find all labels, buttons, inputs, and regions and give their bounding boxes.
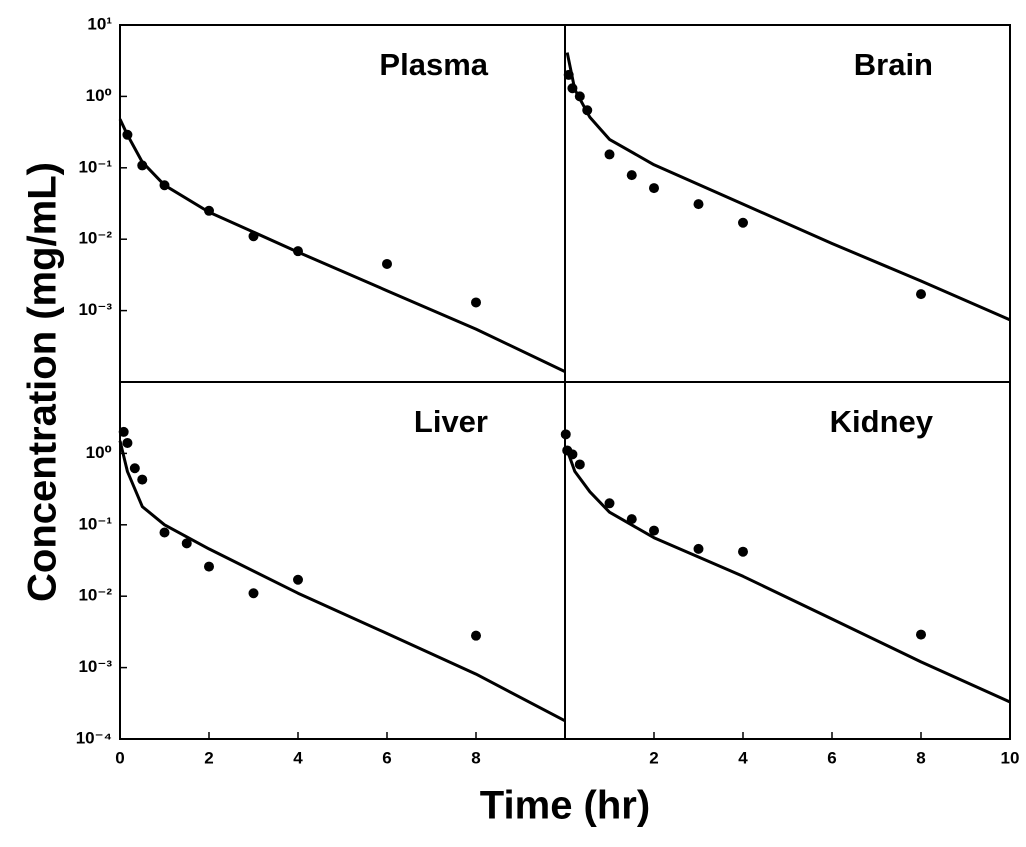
- data-point: [567, 83, 578, 94]
- x-axis-label: Time (hr): [480, 784, 650, 828]
- fit-line: [564, 445, 1011, 704]
- panel-title: Brain: [854, 47, 933, 82]
- x-tick-label: 2: [204, 748, 213, 767]
- data-point: [574, 459, 585, 470]
- y-tick-label: 10⁻¹: [78, 514, 112, 533]
- data-point: [204, 205, 214, 216]
- data-point: [293, 246, 303, 257]
- y-axis-label: Concentration (mg/mL): [21, 162, 65, 602]
- data-point: [137, 160, 148, 171]
- panel-frame: [119, 24, 566, 383]
- x-tick-label: 2: [649, 748, 658, 767]
- data-point: [137, 474, 148, 485]
- fit-line: [118, 118, 566, 373]
- x-tick-label: 8: [471, 748, 480, 767]
- data-point: [567, 449, 578, 460]
- y-tick-label: 10⁻²: [78, 229, 112, 248]
- data-point: [248, 588, 259, 599]
- data-point: [471, 297, 481, 308]
- panel-title: Liver: [414, 404, 488, 439]
- y-tick-label: 10¹: [87, 14, 112, 33]
- y-tick-label: 10⁻³: [78, 657, 112, 676]
- data-point: [159, 180, 170, 191]
- y-tick-label: 10⁰: [86, 443, 112, 462]
- data-point: [626, 514, 637, 525]
- data-point: [159, 527, 170, 538]
- x-tick-label: 10: [1001, 748, 1020, 767]
- data-point: [738, 546, 748, 557]
- panel-frame: [564, 381, 1011, 740]
- y-tick-label: 10⁻⁴: [76, 728, 112, 747]
- data-point: [582, 105, 593, 116]
- data-point: [916, 289, 926, 300]
- panel-title: Kidney: [830, 404, 934, 439]
- x-tick-label: 8: [916, 748, 925, 767]
- data-point: [204, 561, 214, 572]
- panel-frame: [564, 24, 1011, 383]
- data-point: [649, 183, 659, 194]
- data-point: [122, 129, 133, 140]
- data-point: [471, 630, 481, 641]
- x-tick-label: 6: [382, 748, 391, 767]
- y-tick-label: 10⁻¹: [78, 157, 112, 176]
- data-point: [649, 525, 659, 536]
- panel-title: Plasma: [379, 47, 488, 82]
- data-point: [122, 437, 133, 448]
- data-point: [604, 498, 615, 509]
- data-point: [916, 629, 926, 640]
- data-point: [181, 538, 192, 549]
- data-point: [560, 429, 571, 440]
- data-point: [738, 217, 748, 228]
- x-tick-label: 0: [115, 748, 124, 767]
- x-tick-label: 4: [738, 748, 748, 767]
- y-tick-label: 10⁻³: [78, 300, 112, 319]
- fit-line: [565, 52, 1011, 322]
- data-point: [693, 543, 704, 554]
- data-point: [382, 258, 392, 269]
- data-point: [293, 574, 303, 585]
- x-tick-label: 4: [293, 748, 303, 767]
- y-tick-label: 10⁰: [86, 86, 112, 105]
- data-point: [248, 231, 259, 242]
- data-point: [626, 170, 637, 181]
- data-point: [118, 426, 129, 437]
- y-tick-label: 10⁻²: [78, 586, 112, 605]
- data-point: [693, 199, 704, 210]
- x-tick-label: 6: [827, 748, 836, 767]
- data-point: [563, 69, 574, 80]
- data-point: [129, 463, 140, 474]
- fit-line: [118, 440, 566, 723]
- data-point: [574, 91, 585, 102]
- data-point: [604, 149, 615, 160]
